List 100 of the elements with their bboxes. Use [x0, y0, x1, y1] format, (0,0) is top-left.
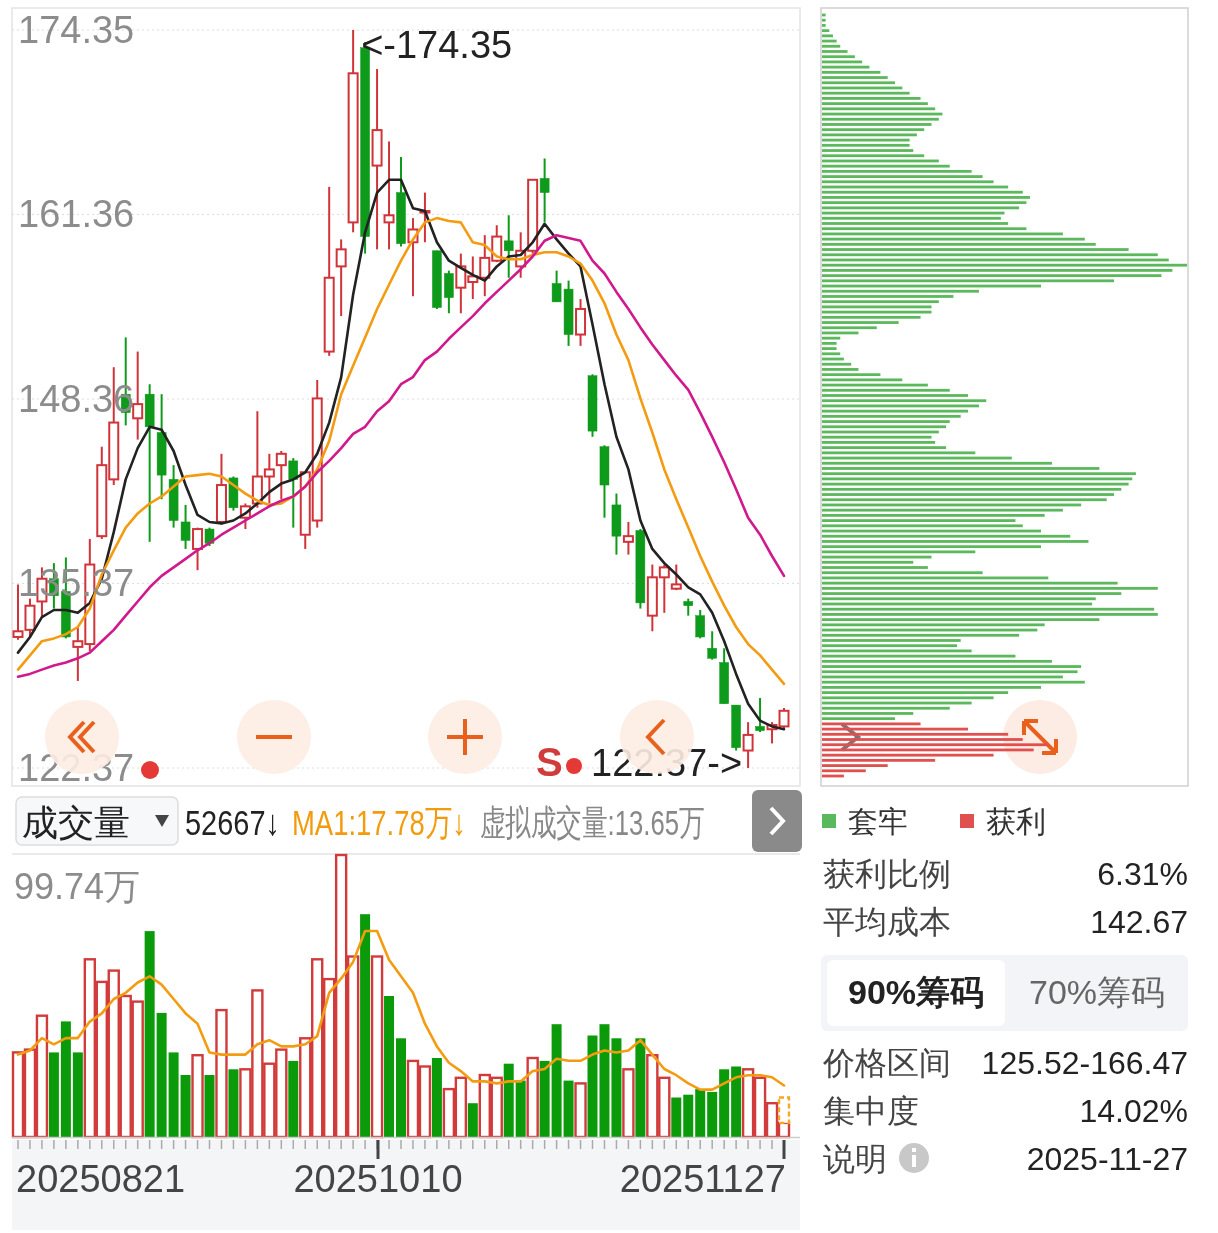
bar — [822, 513, 1045, 517]
bar — [822, 300, 939, 304]
bar — [822, 550, 976, 554]
bar — [822, 435, 932, 439]
text: 2025-11-27 — [1026, 1141, 1188, 1177]
text: 14.02% — [1079, 1093, 1188, 1129]
bar — [822, 76, 888, 79]
bar — [384, 996, 395, 1137]
bar — [822, 373, 881, 377]
bar — [822, 201, 1027, 205]
bar — [822, 196, 1031, 199]
bar — [731, 1066, 742, 1137]
text: 20250821 — [16, 1158, 186, 1200]
bar — [822, 607, 1155, 611]
bar — [822, 758, 936, 762]
bar — [822, 326, 877, 330]
text: 套牢 — [848, 805, 908, 838]
text: 集中度 — [823, 1093, 919, 1129]
bar — [180, 1075, 191, 1137]
bar — [822, 305, 932, 309]
bar — [719, 1069, 730, 1137]
bar — [822, 493, 1114, 496]
bar — [822, 102, 928, 106]
bar — [822, 263, 1187, 267]
bar — [822, 644, 958, 648]
bar — [822, 461, 1052, 465]
y-tick-label: 161.36 — [18, 193, 135, 236]
bar — [822, 665, 1082, 668]
bar — [822, 592, 1122, 595]
bar — [563, 1080, 574, 1137]
bar — [822, 321, 899, 324]
bar — [822, 44, 841, 48]
bar — [168, 1052, 179, 1137]
text: 20251010 — [293, 1158, 463, 1200]
chart-title: 成交量 — [22, 802, 130, 843]
annotation: S — [536, 740, 563, 784]
text: 52667↓ — [185, 801, 280, 843]
text: 获利 — [986, 805, 1046, 838]
bar — [822, 498, 1107, 502]
bar — [822, 237, 1085, 241]
annotation: 99.74万 — [14, 866, 141, 907]
bar — [822, 55, 855, 59]
bar — [822, 753, 994, 757]
bar — [822, 722, 921, 726]
bar — [822, 467, 1100, 470]
bar — [822, 70, 881, 74]
bar — [503, 1063, 514, 1137]
bar — [822, 274, 1162, 278]
bar — [822, 18, 826, 22]
bar — [822, 143, 910, 147]
text: 20251127 — [619, 1158, 786, 1200]
bar — [822, 227, 1027, 231]
bar — [191, 1054, 204, 1139]
bar — [822, 315, 921, 319]
bar — [822, 712, 914, 715]
bar — [822, 341, 837, 345]
bar — [822, 154, 925, 158]
bar — [360, 914, 371, 1137]
bar — [822, 618, 1100, 622]
bar — [822, 347, 837, 350]
bar — [707, 1091, 718, 1137]
bar — [822, 545, 1041, 549]
bar — [574, 1082, 587, 1139]
text: 125.52-166.47 — [981, 1045, 1188, 1081]
bar — [822, 269, 1173, 272]
bar — [822, 29, 830, 33]
bar — [822, 540, 1089, 543]
bar — [822, 97, 921, 100]
bar — [822, 253, 1158, 257]
bar — [431, 1058, 442, 1137]
bar — [822, 169, 972, 173]
bar — [822, 519, 1016, 522]
bar — [515, 1080, 526, 1137]
bar — [822, 378, 903, 382]
text: 6.31% — [1097, 856, 1188, 892]
bar — [822, 670, 1078, 674]
bar — [822, 581, 1118, 585]
bar — [822, 508, 1063, 512]
bar — [822, 425, 947, 429]
bar — [822, 279, 1114, 283]
bar — [822, 633, 1020, 637]
bar — [822, 50, 848, 53]
bar — [822, 91, 910, 95]
bar — [822, 107, 936, 111]
bar — [822, 289, 979, 293]
text: 说明 — [823, 1141, 887, 1177]
bar — [822, 696, 994, 700]
bar — [822, 732, 1009, 736]
bar — [822, 295, 954, 298]
bar — [822, 388, 950, 392]
bar — [622, 1068, 635, 1139]
bar — [822, 738, 1023, 741]
bar — [48, 1052, 59, 1137]
bar — [822, 560, 914, 564]
text: 虚拟成交量:13.65万 — [480, 802, 705, 844]
bar — [822, 190, 1023, 194]
bar — [822, 117, 939, 121]
bar — [822, 441, 936, 444]
bar — [144, 931, 155, 1137]
text: 70%筹码 — [1028, 973, 1166, 1011]
